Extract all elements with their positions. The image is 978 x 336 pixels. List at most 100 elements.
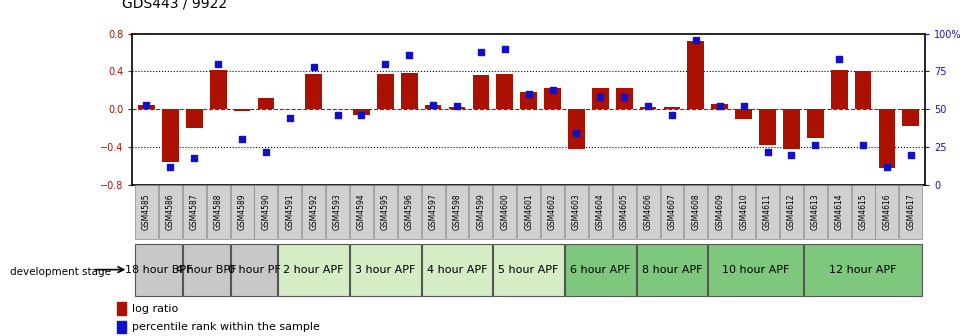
Point (807, 143, 822, 148)
Text: GSM4586: GSM4586 (165, 193, 175, 230)
Text: GSM4594: GSM4594 (357, 193, 366, 230)
Bar (519, 92, 537, 109)
Text: GSM4602: GSM4602 (548, 193, 556, 230)
Bar (448, 107, 465, 109)
Bar (826, 185, 850, 239)
Text: 8 hour APF: 8 hour APF (641, 265, 701, 275)
Bar (899, 185, 921, 239)
Text: GSM4595: GSM4595 (380, 193, 389, 230)
Bar (660, 185, 683, 239)
Text: 4 hour BPF: 4 hour BPF (176, 265, 237, 275)
Point (424, 102, 440, 108)
Text: GSM4609: GSM4609 (715, 193, 724, 230)
Bar (592, 88, 608, 109)
Bar (305, 74, 322, 109)
Bar (687, 41, 703, 109)
Bar (758, 109, 776, 145)
Bar (158, 185, 182, 239)
Point (162, 164, 178, 169)
Text: GDS443 / 9922: GDS443 / 9922 (122, 0, 227, 10)
Text: 18 hour BPF: 18 hour BPF (124, 265, 192, 275)
Text: GSM4588: GSM4588 (213, 194, 222, 230)
Bar (231, 185, 253, 239)
Text: GSM4587: GSM4587 (190, 193, 199, 230)
Bar (422, 185, 444, 239)
Text: GSM4593: GSM4593 (333, 193, 341, 230)
Point (688, 37, 703, 42)
Point (353, 113, 369, 118)
Text: GSM4610: GSM4610 (738, 193, 747, 230)
Bar (612, 185, 635, 239)
Bar (516, 185, 540, 239)
Bar (493, 244, 563, 296)
Bar (711, 104, 728, 109)
Text: GSM4600: GSM4600 (500, 193, 509, 230)
Point (330, 113, 345, 118)
Bar (422, 244, 492, 296)
Text: GSM4616: GSM4616 (881, 193, 891, 230)
Text: GSM4611: GSM4611 (762, 194, 772, 230)
Text: 12 hour APF: 12 hour APF (828, 265, 896, 275)
Text: GSM4613: GSM4613 (810, 193, 819, 230)
Bar (374, 185, 396, 239)
Point (258, 149, 274, 154)
Bar (116, 302, 126, 315)
Point (663, 113, 679, 118)
Bar (400, 73, 418, 109)
Bar (278, 244, 349, 296)
Bar (877, 109, 895, 168)
Point (472, 49, 488, 54)
Bar (806, 109, 822, 137)
Text: development stage: development stage (10, 267, 111, 277)
Bar (636, 244, 706, 296)
Text: 0 hour PF: 0 hour PF (227, 265, 280, 275)
Bar (564, 185, 588, 239)
Bar (734, 109, 751, 119)
Text: 6 hour APF: 6 hour APF (569, 265, 630, 275)
Text: GSM4598: GSM4598 (452, 193, 461, 230)
Bar (544, 88, 560, 109)
Bar (564, 244, 635, 296)
Point (497, 46, 512, 51)
Point (830, 56, 846, 62)
Bar (732, 185, 754, 239)
Point (378, 61, 393, 67)
Bar (234, 109, 250, 111)
Text: percentile rank within the sample: percentile rank within the sample (132, 322, 320, 332)
Bar (257, 98, 274, 109)
Bar (684, 185, 706, 239)
Point (210, 61, 226, 67)
Text: log ratio: log ratio (132, 303, 178, 313)
Point (568, 131, 584, 136)
Text: GSM4615: GSM4615 (858, 193, 867, 230)
Text: GSM4603: GSM4603 (571, 193, 580, 230)
Bar (472, 75, 489, 109)
Bar (803, 185, 825, 239)
Bar (186, 109, 202, 128)
Bar (874, 185, 898, 239)
Text: GSM4606: GSM4606 (643, 193, 652, 230)
Point (878, 164, 894, 169)
Text: GSM4617: GSM4617 (906, 193, 914, 230)
Point (234, 137, 249, 142)
Bar (854, 72, 870, 109)
Point (640, 103, 655, 109)
Point (401, 52, 417, 57)
Point (186, 155, 201, 160)
Text: 5 hour APF: 5 hour APF (498, 265, 558, 275)
Bar (183, 244, 230, 296)
Text: GSM4596: GSM4596 (404, 193, 414, 230)
Bar (707, 185, 731, 239)
Bar (902, 109, 918, 126)
Bar (353, 109, 370, 115)
Bar (639, 107, 656, 109)
Bar (567, 109, 584, 149)
Point (592, 94, 607, 100)
Bar (209, 71, 226, 109)
Text: 10 hour APF: 10 hour APF (721, 265, 788, 275)
Bar (830, 71, 847, 109)
Text: 3 hour APF: 3 hour APF (355, 265, 415, 275)
Point (855, 143, 870, 148)
Bar (779, 185, 802, 239)
Bar (496, 74, 512, 109)
